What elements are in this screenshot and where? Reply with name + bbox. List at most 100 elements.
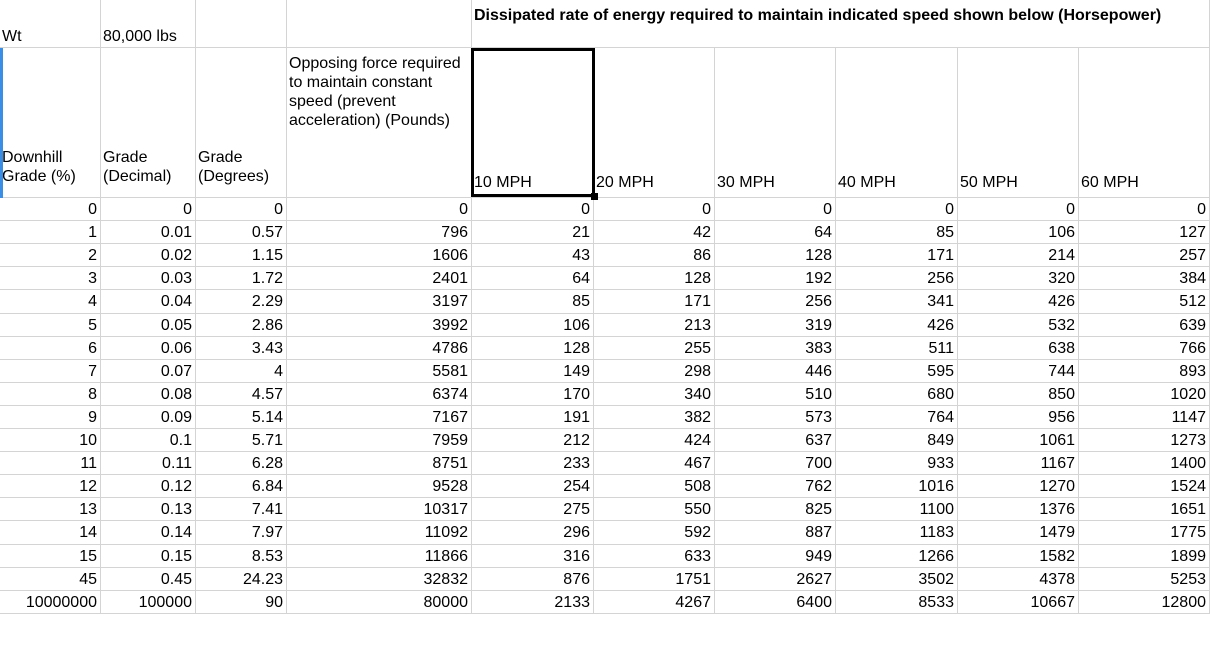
cell-grade-degrees[interactable]: 6.28 (196, 452, 287, 475)
cell-hp-50mph[interactable]: 106 (958, 221, 1079, 244)
cell-grade-degrees[interactable]: 2.86 (196, 314, 287, 337)
cell-grade-degrees[interactable]: 2.29 (196, 290, 287, 314)
cell-hp-20mph[interactable]: 171 (594, 290, 715, 314)
fill-handle[interactable] (591, 193, 598, 200)
cell-downhill-grade[interactable]: 10000000 (0, 591, 101, 614)
cell-hp-60mph[interactable]: 5253 (1079, 568, 1210, 591)
cell-hp-30mph[interactable]: 762 (715, 475, 836, 498)
cell-hp-40mph[interactable]: 171 (836, 244, 958, 267)
cell-hp-30mph[interactable]: 949 (715, 545, 836, 568)
cell-hp-10mph[interactable]: 191 (472, 406, 594, 429)
cell-downhill-grade[interactable]: 9 (0, 406, 101, 429)
cell-grade-decimal[interactable]: 0.15 (101, 545, 196, 568)
cell-grade-decimal[interactable]: 0.13 (101, 498, 196, 521)
cell-downhill-grade[interactable]: 7 (0, 360, 101, 383)
cell-opposing-force[interactable]: 6374 (287, 383, 472, 406)
cell-hp-40mph[interactable]: 341 (836, 290, 958, 314)
header-speed-40[interactable]: 40 MPH (836, 48, 958, 198)
cell-hp-10mph[interactable]: 0 (472, 198, 594, 221)
cell-opposing-force[interactable]: 7959 (287, 429, 472, 452)
header-speed-30[interactable]: 30 MPH (715, 48, 836, 198)
cell-hp-40mph[interactable]: 595 (836, 360, 958, 383)
cell-hp-20mph[interactable]: 4267 (594, 591, 715, 614)
cell-downhill-grade[interactable]: 5 (0, 314, 101, 337)
cell-hp-40mph[interactable]: 3502 (836, 568, 958, 591)
cell-opposing-force[interactable]: 4786 (287, 337, 472, 360)
cell-grade-decimal[interactable]: 0.05 (101, 314, 196, 337)
cell-opposing-force[interactable]: 796 (287, 221, 472, 244)
cell-downhill-grade[interactable]: 0 (0, 198, 101, 221)
cell-hp-60mph[interactable]: 639 (1079, 314, 1210, 337)
header-speed-20[interactable]: 20 MPH (594, 48, 715, 198)
cell-hp-40mph[interactable]: 8533 (836, 591, 958, 614)
cell-opposing-force[interactable]: 9528 (287, 475, 472, 498)
cell-hp-10mph[interactable]: 316 (472, 545, 594, 568)
cell-downhill-grade[interactable]: 13 (0, 498, 101, 521)
cell-hp-20mph[interactable]: 424 (594, 429, 715, 452)
cell-grade-decimal[interactable]: 100000 (101, 591, 196, 614)
cell-opposing-force[interactable]: 11866 (287, 545, 472, 568)
cell-hp-60mph[interactable]: 1400 (1079, 452, 1210, 475)
cell-grade-decimal[interactable]: 0.45 (101, 568, 196, 591)
cell-hp-60mph[interactable]: 1899 (1079, 545, 1210, 568)
cell-hp-30mph[interactable]: 510 (715, 383, 836, 406)
cell-wt-value[interactable]: 80,000 lbs (101, 0, 196, 48)
cell-hp-40mph[interactable]: 511 (836, 337, 958, 360)
cell-opposing-force[interactable]: 11092 (287, 521, 472, 545)
cell-hp-50mph[interactable]: 744 (958, 360, 1079, 383)
cell-grade-degrees[interactable]: 7.97 (196, 521, 287, 545)
cell-hp-30mph[interactable]: 825 (715, 498, 836, 521)
cell-hp-50mph[interactable]: 1061 (958, 429, 1079, 452)
cell-grade-degrees[interactable]: 90 (196, 591, 287, 614)
cell-hp-60mph[interactable]: 0 (1079, 198, 1210, 221)
cell-hp-30mph[interactable]: 6400 (715, 591, 836, 614)
cell-grade-degrees[interactable]: 5.14 (196, 406, 287, 429)
cell-hp-50mph[interactable]: 1376 (958, 498, 1079, 521)
cell-empty-d1[interactable] (287, 0, 472, 48)
cell-hp-60mph[interactable]: 127 (1079, 221, 1210, 244)
cell-hp-50mph[interactable]: 1167 (958, 452, 1079, 475)
cell-downhill-grade[interactable]: 45 (0, 568, 101, 591)
cell-grade-decimal[interactable]: 0.06 (101, 337, 196, 360)
cell-grade-decimal[interactable]: 0.09 (101, 406, 196, 429)
cell-hp-50mph[interactable]: 4378 (958, 568, 1079, 591)
cell-hp-10mph[interactable]: 106 (472, 314, 594, 337)
cell-grade-degrees[interactable]: 4 (196, 360, 287, 383)
cell-hp-50mph[interactable]: 850 (958, 383, 1079, 406)
cell-hp-10mph[interactable]: 128 (472, 337, 594, 360)
header-grade-decimal[interactable]: Grade (Decimal) (101, 48, 196, 198)
cell-downhill-grade[interactable]: 4 (0, 290, 101, 314)
cell-hp-30mph[interactable]: 64 (715, 221, 836, 244)
header-speed-50[interactable]: 50 MPH (958, 48, 1079, 198)
cell-opposing-force[interactable]: 3992 (287, 314, 472, 337)
cell-grade-degrees[interactable]: 4.57 (196, 383, 287, 406)
cell-grade-decimal[interactable]: 0.01 (101, 221, 196, 244)
cell-hp-40mph[interactable]: 426 (836, 314, 958, 337)
cell-hp-50mph[interactable]: 426 (958, 290, 1079, 314)
cell-downhill-grade[interactable]: 12 (0, 475, 101, 498)
cell-empty-c1[interactable] (196, 0, 287, 48)
cell-opposing-force[interactable]: 10317 (287, 498, 472, 521)
cell-hp-50mph[interactable]: 1582 (958, 545, 1079, 568)
cell-hp-10mph[interactable]: 43 (472, 244, 594, 267)
cell-hp-40mph[interactable]: 85 (836, 221, 958, 244)
cell-hp-50mph[interactable]: 1479 (958, 521, 1079, 545)
cell-hp-50mph[interactable]: 10667 (958, 591, 1079, 614)
cell-hp-10mph[interactable]: 233 (472, 452, 594, 475)
cell-grade-decimal[interactable]: 0.04 (101, 290, 196, 314)
cell-downhill-grade[interactable]: 3 (0, 267, 101, 290)
table-title[interactable]: Dissipated rate of energy required to ma… (472, 0, 1210, 48)
cell-hp-20mph[interactable]: 550 (594, 498, 715, 521)
cell-hp-30mph[interactable]: 128 (715, 244, 836, 267)
cell-grade-degrees[interactable]: 1.72 (196, 267, 287, 290)
cell-opposing-force[interactable]: 1606 (287, 244, 472, 267)
cell-hp-20mph[interactable]: 42 (594, 221, 715, 244)
cell-hp-40mph[interactable]: 256 (836, 267, 958, 290)
cell-hp-30mph[interactable]: 319 (715, 314, 836, 337)
cell-hp-10mph[interactable]: 876 (472, 568, 594, 591)
cell-hp-10mph[interactable]: 275 (472, 498, 594, 521)
cell-hp-30mph[interactable]: 887 (715, 521, 836, 545)
cell-hp-10mph[interactable]: 170 (472, 383, 594, 406)
cell-opposing-force[interactable]: 7167 (287, 406, 472, 429)
cell-hp-60mph[interactable]: 12800 (1079, 591, 1210, 614)
